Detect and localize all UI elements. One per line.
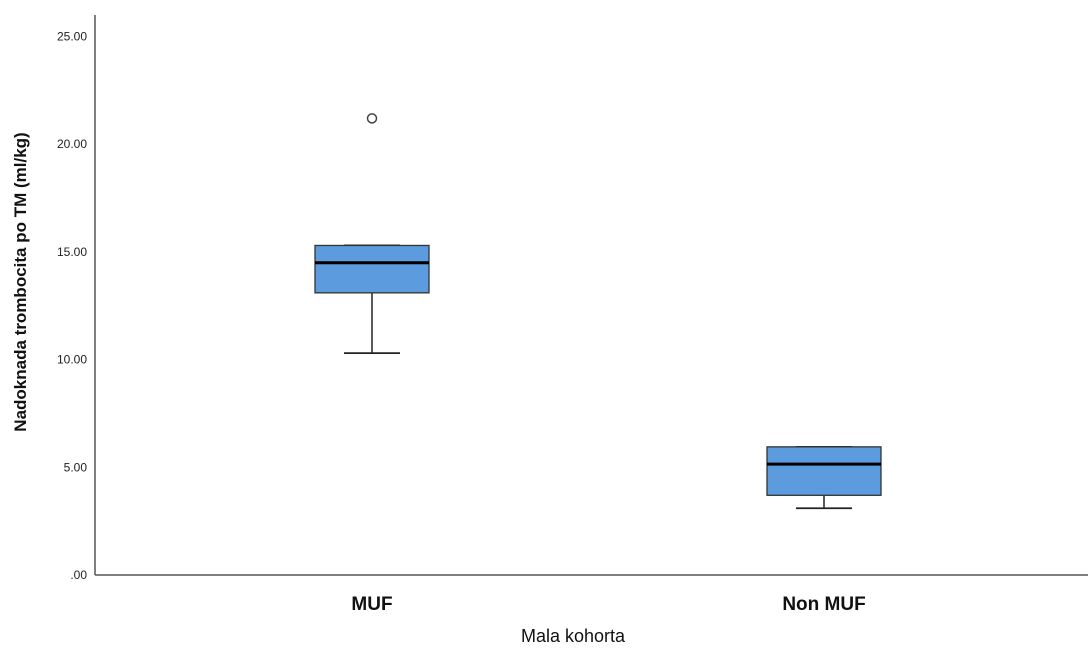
labels-layer: Mala kohorta Nadoknada trombocita po TM … xyxy=(11,30,866,646)
y-tick-label: 10.00 xyxy=(57,353,87,367)
y-tick-label: 20.00 xyxy=(57,137,87,151)
x-category-label: MUF xyxy=(351,594,392,615)
marks-layer xyxy=(314,113,882,510)
y-tick-label: 25.00 xyxy=(57,30,87,44)
axes-layer xyxy=(94,15,1088,576)
box-iqr xyxy=(314,244,430,294)
outlier-point xyxy=(366,113,378,124)
y-tick-label: 15.00 xyxy=(57,245,87,259)
x-axis-title: Mala kohorta xyxy=(521,626,626,646)
y-axis-title: Nadoknada trombocita po TM (ml/kg) xyxy=(11,132,30,431)
box-iqr xyxy=(766,446,882,496)
y-tick-label: .00 xyxy=(70,568,87,582)
y-tick-label: 5.00 xyxy=(64,460,88,474)
x-category-label: Non MUF xyxy=(782,594,865,615)
